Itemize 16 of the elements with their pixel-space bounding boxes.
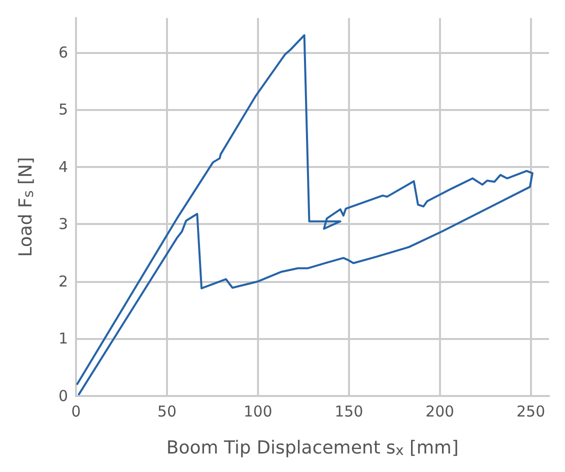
y-tick-label: 5 — [58, 100, 68, 119]
y-tick-label: 6 — [58, 43, 68, 62]
y-axis-title: Load Fs [N] — [16, 157, 37, 257]
x-tick-label: 100 — [244, 402, 272, 420]
y-tick-label: 2 — [58, 272, 68, 290]
x-axis-title: Boom Tip Displacement sx [mm] — [166, 438, 459, 459]
y-tick-label: 1 — [58, 330, 68, 348]
y-tick-label: 0 — [58, 387, 68, 405]
line-series — [76, 34, 534, 396]
x-tick-label: 250 — [516, 402, 546, 420]
y-tick-label: 4 — [58, 158, 68, 176]
y-tick-label: 3 — [58, 215, 68, 234]
x-tick-label: 150 — [334, 402, 364, 420]
x-tick-label: 0 — [71, 402, 81, 420]
x-tick-label: 50 — [157, 402, 177, 420]
x-tick-label: 200 — [426, 402, 454, 420]
